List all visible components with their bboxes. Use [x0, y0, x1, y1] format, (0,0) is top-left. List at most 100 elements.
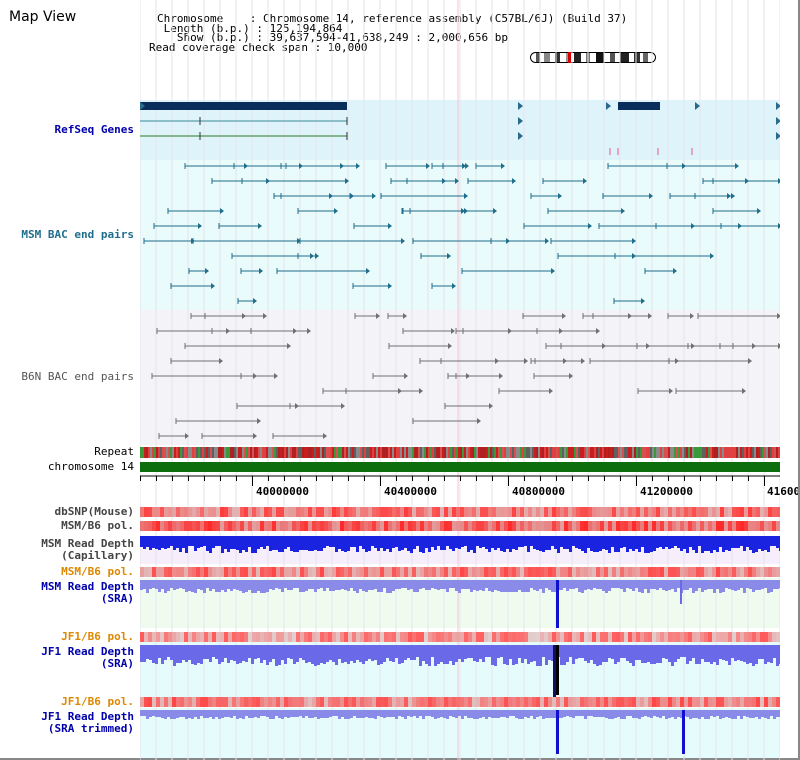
read-depth-bar	[377, 645, 380, 665]
repeat-segment	[688, 447, 690, 458]
repeat-segment	[498, 447, 500, 458]
polymorphism-cell	[488, 507, 492, 517]
read-depth-bar	[458, 645, 461, 659]
read-depth-bar	[695, 645, 698, 664]
read-depth-bar	[575, 710, 578, 716]
polymorphism-cell	[564, 507, 568, 517]
read-depth-bar	[494, 580, 497, 590]
polymorphism-cell	[588, 632, 592, 642]
bac-end-arrow	[185, 433, 189, 439]
polymorphism-cell	[448, 632, 452, 642]
bac-end-arrow	[253, 373, 257, 379]
repeat-segment	[756, 447, 758, 458]
polymorphism-cell	[748, 507, 752, 517]
polymorphism-cell	[160, 521, 164, 531]
polymorphism-cell	[712, 567, 716, 577]
read-depth-bar	[743, 710, 746, 716]
repeat-segment	[416, 447, 418, 458]
polymorphism-cell	[544, 697, 548, 707]
polymorphism-cell	[356, 567, 360, 577]
gene-arrow	[776, 117, 780, 125]
read-depth-bar	[185, 536, 188, 553]
polymorphism-cell	[616, 632, 620, 642]
read-depth-bar	[536, 580, 539, 591]
read-depth-bar	[665, 645, 668, 659]
track-label-refseq[interactable]: RefSeq Genes	[54, 123, 134, 136]
repeat-segment	[244, 447, 246, 458]
track-label-b6n-bac[interactable]: B6N BAC end pairs	[21, 370, 134, 383]
repeat-segment	[714, 447, 716, 458]
polymorphism-cell	[728, 632, 732, 642]
read-depth-bar	[584, 645, 587, 661]
polymorphism-cell	[652, 521, 656, 531]
read-depth-bar	[614, 645, 617, 664]
polymorphism-cell	[668, 521, 672, 531]
polymorphism-cell	[180, 567, 184, 577]
repeat-segment	[500, 447, 502, 458]
repeat-segment	[476, 447, 478, 458]
read-depth-bar	[410, 645, 413, 660]
read-depth-bar	[245, 710, 248, 716]
read-depth-bar	[509, 645, 512, 659]
read-depth-spike	[556, 645, 559, 695]
repeat-segment	[592, 447, 594, 458]
read-depth-bar	[200, 710, 203, 716]
polymorphism-cell	[368, 632, 372, 642]
read-depth-bar	[179, 580, 182, 588]
polymorphism-cell	[444, 521, 448, 531]
polymorphism-cell	[220, 567, 224, 577]
read-depth-bar	[503, 580, 506, 592]
polymorphism-cell	[392, 521, 396, 531]
read-depth-bar	[446, 645, 449, 664]
repeat-segment	[178, 447, 180, 458]
track-label-msm-bac[interactable]: MSM BAC end pairs	[21, 228, 134, 241]
read-depth-bar	[689, 710, 692, 719]
repeat-segment	[572, 447, 574, 458]
bac-end-arrow	[455, 178, 459, 184]
repeat-segment	[314, 447, 316, 458]
read-depth-bar	[374, 710, 377, 719]
repeat-segment	[724, 447, 726, 458]
polymorphism-cell	[724, 697, 728, 707]
polymorphism-cell	[400, 567, 404, 577]
read-depth-bar	[194, 536, 197, 551]
read-depth-bar	[635, 710, 638, 718]
polymorphism-cell	[268, 521, 272, 531]
repeat-segment	[184, 447, 186, 458]
polymorphism-cell	[560, 521, 564, 531]
genome-track-plot[interactable]	[140, 0, 780, 760]
polymorphism-cell	[608, 632, 612, 642]
repeat-segment	[560, 447, 562, 458]
repeat-segment	[352, 447, 354, 458]
read-depth-bar	[404, 580, 407, 588]
repeat-segment	[152, 447, 154, 458]
read-depth-bar	[689, 580, 692, 588]
chromosome-ideogram[interactable]	[530, 52, 656, 63]
polymorphism-cell	[628, 507, 632, 517]
read-depth-bar	[200, 580, 203, 590]
read-depth-bar	[656, 536, 659, 548]
read-depth-bar	[761, 536, 764, 551]
read-depth-bar	[497, 710, 500, 718]
read-depth-bar	[458, 580, 461, 593]
polymorphism-cell	[356, 697, 360, 707]
read-depth-bar	[473, 710, 476, 719]
bac-end-arrow	[632, 253, 636, 259]
polymorphism-cell	[436, 567, 440, 577]
polymorphism-cell	[372, 697, 376, 707]
polymorphism-cell	[512, 507, 516, 517]
polymorphism-cell	[744, 521, 748, 531]
polymorphism-cell	[708, 632, 712, 642]
read-depth-bar	[746, 710, 749, 717]
bac-end-arrow	[588, 223, 592, 229]
read-depth-bar	[275, 580, 278, 588]
read-depth-bar	[410, 580, 413, 589]
read-depth-bar	[182, 645, 185, 660]
repeat-segment	[676, 447, 678, 458]
polymorphism-cell	[344, 521, 348, 531]
read-depth-bar	[632, 580, 635, 591]
polymorphism-cell	[276, 697, 280, 707]
read-depth-bar	[434, 536, 437, 550]
read-depth-bar	[329, 710, 332, 717]
read-depth-bar	[329, 580, 332, 591]
